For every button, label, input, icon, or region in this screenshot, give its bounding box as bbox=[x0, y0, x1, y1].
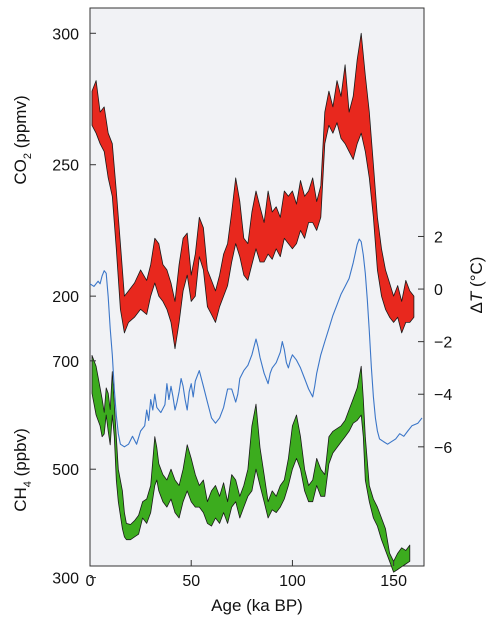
ch4-tick-label: 300 bbox=[52, 571, 79, 588]
ch4-tick-label: 700 bbox=[52, 354, 79, 371]
ch4-band bbox=[91, 354, 411, 573]
axis-layer: 0 50 100 150 200 250 300 300 500 700 2 0 −2 −4 −6 bbox=[52, 26, 452, 590]
temperature-axis-title: ΔT (°C) bbox=[467, 257, 486, 314]
temperature-tick-label: −4 bbox=[434, 387, 452, 404]
x-tick-label: 100 bbox=[279, 573, 306, 590]
x-tick-label: 0 bbox=[86, 573, 95, 590]
co2-band bbox=[91, 32, 415, 350]
co2-axis-title: CO2 (ppmv) bbox=[11, 95, 34, 184]
temperature-line bbox=[89, 238, 423, 448]
x-tick-label: 50 bbox=[182, 573, 200, 590]
x-axis-title: Age (ka BP) bbox=[211, 596, 303, 615]
co2-tick-label: 200 bbox=[52, 289, 79, 306]
co2-tick-label: 300 bbox=[52, 26, 79, 43]
temperature-tick-label: −6 bbox=[434, 440, 452, 457]
co2-tick-label: 250 bbox=[52, 158, 79, 175]
series-layer bbox=[89, 32, 423, 573]
x-tick-label: 150 bbox=[380, 573, 407, 590]
temperature-tick-label: −2 bbox=[434, 335, 452, 352]
ch4-tick-label: 500 bbox=[52, 462, 79, 479]
temperature-tick-label: 0 bbox=[434, 282, 443, 299]
temperature-tick-label: 2 bbox=[434, 229, 443, 246]
ch4-axis-title: CH4 (ppbv) bbox=[11, 428, 34, 512]
